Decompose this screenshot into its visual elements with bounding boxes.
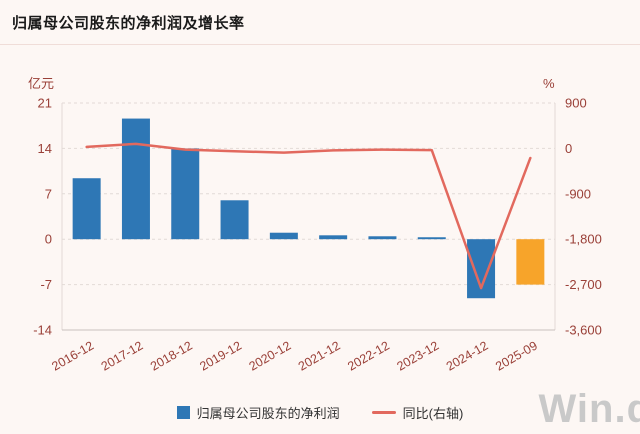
x-axis-label-2021-12: 2021-12	[296, 338, 343, 373]
bar-2019-12[interactable]	[220, 200, 249, 240]
chart-title: 归属母公司股东的净利润及增长率	[12, 15, 245, 32]
bar-2020-12[interactable]	[269, 232, 298, 240]
watermark-wind: Win.d	[538, 387, 640, 431]
bar-2016-12[interactable]	[72, 178, 101, 240]
right-axis-tick: 900	[565, 96, 587, 111]
legend-item-yoy[interactable]: 同比(右轴)	[371, 403, 464, 422]
left-axis-tick: 0	[45, 232, 52, 247]
x-axis-label-2016-12: 2016-12	[49, 338, 96, 373]
legend-label-net-profit: 归属母公司股东的净利润	[196, 406, 340, 421]
legend-line-swatch-icon	[371, 411, 396, 414]
x-axis-label-2017-12: 2017-12	[99, 338, 146, 373]
title-divider	[0, 44, 640, 45]
left-axis-tick: -14	[33, 323, 52, 338]
legend: 归属母公司股东的净利润 同比(右轴)	[0, 403, 640, 422]
yoy-line[interactable]	[85, 142, 532, 290]
x-axis-label-2023-12: 2023-12	[395, 338, 442, 373]
bar-2025-09[interactable]	[516, 239, 545, 285]
x-axis-label-2025-09: 2025-09	[493, 338, 540, 373]
x-axis-label-2022-12: 2022-12	[345, 338, 392, 373]
right-axis-tick: -2,700	[565, 277, 602, 292]
left-axis-tick: 14	[38, 141, 52, 156]
right-axis-tick: -3,600	[565, 323, 602, 338]
x-axis-label-2018-12: 2018-12	[148, 338, 195, 373]
right-axis-tick: 0	[565, 141, 572, 156]
left-axis-tick: -7	[40, 277, 52, 292]
right-axis-tick: -900	[565, 186, 591, 201]
right-axis-tick: -1,800	[565, 232, 602, 247]
legend-bar-swatch-icon	[176, 406, 190, 419]
bar-2017-12[interactable]	[121, 118, 150, 240]
bar-2018-12[interactable]	[171, 148, 200, 240]
legend-label-yoy: 同比(右轴)	[402, 406, 464, 421]
left-axis-tick: 7	[45, 186, 52, 201]
x-axis-label-2020-12: 2020-12	[247, 338, 294, 373]
bar-2021-12[interactable]	[319, 235, 348, 240]
x-axis-label-2024-12: 2024-12	[444, 338, 491, 373]
bar-2022-12[interactable]	[368, 236, 397, 240]
right-axis-unit-label: %	[543, 76, 555, 91]
x-axis-label-2019-12: 2019-12	[197, 338, 244, 373]
bar-2023-12[interactable]	[417, 237, 446, 240]
left-axis-tick: 21	[38, 96, 52, 111]
legend-item-net-profit[interactable]: 归属母公司股东的净利润	[176, 403, 340, 422]
left-axis-unit-label: 亿元	[28, 76, 54, 91]
